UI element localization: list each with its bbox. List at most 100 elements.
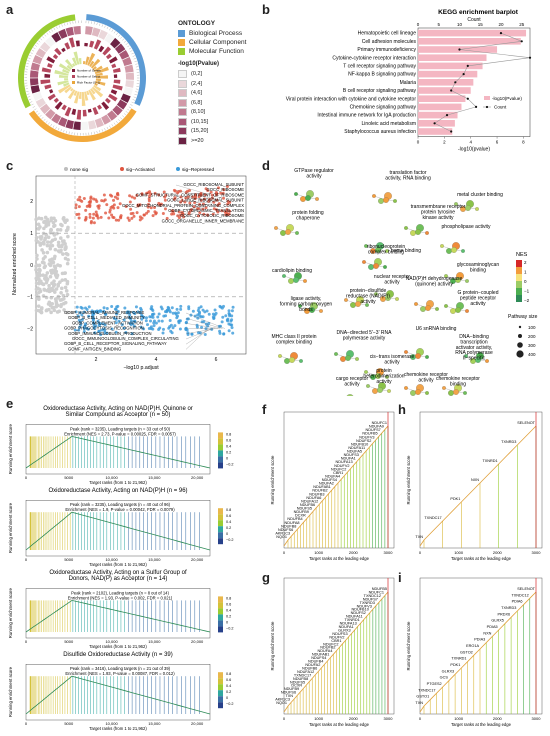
gsea-point-repressed — [136, 310, 140, 314]
gsea-point-nonsig — [47, 283, 51, 288]
gsea-point-nonsig — [48, 244, 52, 248]
gsea-e-stats: Enrichment (NES = 2.73, P-value = 0.0002… — [64, 431, 176, 436]
leading-gene-label: NDUFS5 — [297, 507, 312, 511]
gsea-point-nonsig — [44, 232, 49, 237]
gsea-point-activated — [118, 202, 122, 206]
ring-tick — [46, 32, 49, 35]
gsea-point-activated — [92, 221, 96, 225]
gsea-label-connector — [175, 200, 214, 204]
gsea-point-repressed — [105, 306, 109, 310]
gsea-point-activated — [226, 202, 230, 206]
network-label: protein folding — [292, 210, 324, 216]
gsea-point-nonsig — [35, 253, 39, 258]
gene-count-bar — [61, 104, 67, 111]
gsea-e-title: Disulfide Oxidoreductase Activity (n = 3… — [63, 652, 173, 658]
gsea-e-xtick: 15,000 — [148, 721, 161, 726]
network-label: activity — [384, 279, 400, 285]
legend-label: (15,20] — [191, 128, 209, 134]
gsea-point-activated — [199, 198, 203, 202]
gsea-e-colorbar — [218, 684, 223, 691]
gsea-xlabel: −log10 p.adjust — [123, 365, 159, 371]
kegg-pathway-label: T cell receptor signaling pathway — [343, 64, 416, 70]
gene-count-bar — [61, 47, 66, 53]
gsea-e-colorbar — [218, 696, 223, 703]
ring-tick — [122, 115, 125, 118]
gsea-label-connector — [185, 328, 214, 340]
ring-tick — [51, 29, 53, 32]
nes-colorbar-block — [516, 281, 522, 288]
gsea-point-nonsig — [58, 263, 62, 268]
gsea-e-xtick: 0 — [25, 557, 28, 562]
gsea-point-nonsig — [54, 304, 59, 309]
ring-tick — [130, 50, 133, 52]
rich-factor-bar — [88, 89, 96, 101]
gsea-up-label: GOCC_RIBOSOMAL_SUBUNIT — [184, 182, 245, 187]
ring-tick — [113, 31, 116, 34]
gene-count-bar — [101, 101, 110, 110]
gsea-e-colorbar — [218, 538, 223, 545]
pvalue-block — [32, 91, 43, 101]
ring-tick — [30, 52, 33, 54]
gsea-point-repressed — [195, 325, 199, 329]
gsea-point-activated — [224, 213, 228, 217]
ring-tick — [130, 104, 133, 106]
gsea-point-nonsig — [44, 222, 49, 227]
gsea-point-activated — [129, 207, 133, 211]
gsea-point-activated — [206, 189, 210, 193]
pvalue-block — [116, 99, 128, 110]
leading-gene-label: NDUFB6 — [300, 503, 315, 507]
gsea-point-activated — [138, 218, 142, 222]
gsea-point-nonsig — [34, 293, 39, 298]
gene-count-bar — [54, 101, 63, 110]
gsea-point-activated — [128, 194, 132, 198]
gsea-point-activated — [89, 195, 93, 199]
leading-gene-label: TXNRD3 — [360, 601, 375, 605]
gsea-point-repressed — [123, 306, 127, 310]
ring-tick — [109, 125, 111, 128]
gsea-point-activated — [116, 206, 120, 210]
ontology-legend-item: Molecular Function — [178, 48, 258, 55]
kegg-pathway-label: Viral protein interaction with cytokine … — [286, 96, 417, 102]
gsea-e-colorbar-tick: 0.4 — [226, 684, 231, 688]
gsea-e-colorbar — [218, 456, 223, 463]
rich-factor-bar — [78, 91, 82, 99]
gsea-point-nonsig — [45, 240, 50, 244]
network-label: GTPase regulator — [294, 168, 334, 174]
gsea-point-activated — [221, 191, 225, 195]
kegg-bar — [418, 62, 483, 70]
leading-gene-label: NDUFS4 — [311, 656, 326, 660]
network-label: cardiolipin binding — [272, 268, 312, 274]
kegg-bottom-tick: 4 — [469, 140, 472, 145]
gsea-point-repressed — [196, 331, 200, 335]
panel-letter-h: h — [398, 402, 406, 417]
ring-tick — [101, 129, 103, 132]
network-label: chaperone — [296, 215, 320, 221]
gsea-point-activated — [146, 205, 150, 209]
gsea-point-nonsig — [66, 234, 70, 239]
leading-xtick: 2000 — [493, 550, 503, 555]
gsea-ylabel: Normalized enriched score — [12, 233, 18, 295]
gsea-point-repressed — [78, 320, 82, 324]
gsea-point-repressed — [92, 326, 96, 330]
leading-gene-label: NDUFA4 — [317, 649, 332, 653]
nes-title: NES — [516, 252, 528, 258]
leading-xtick: 2000 — [349, 716, 359, 721]
gsea-point-activated — [157, 201, 161, 205]
ring-tick — [40, 38, 43, 41]
network-node — [410, 390, 416, 396]
leading-frame — [419, 411, 543, 549]
gsea-point-repressed — [122, 326, 126, 330]
gsea-point-nonsig — [34, 281, 39, 285]
gsea-point-nonsig — [65, 252, 70, 257]
network-label: glycosaminoglycan — [457, 262, 499, 268]
legend-label: >=20 — [191, 137, 204, 144]
gsea-point-repressed — [97, 329, 101, 333]
leading-gene-label: TXNDC17 — [424, 516, 441, 520]
panel-letter-f: f — [262, 402, 267, 417]
gsea-point-activated — [177, 210, 181, 214]
gsea-down-label: GOBP_COMPLEMENT_ACTIVATION — [72, 320, 143, 325]
gsea-point-repressed — [98, 322, 102, 326]
gsea-down-label: GOBP_B_CELL_MEDIATED_IMMUNITY — [68, 315, 145, 320]
gsea-point-repressed — [100, 328, 104, 332]
gsea-point-activated — [91, 216, 95, 220]
